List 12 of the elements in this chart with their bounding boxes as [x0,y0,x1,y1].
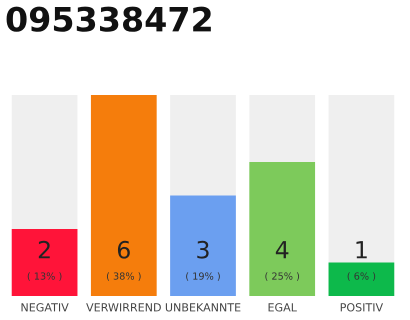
data-label: 1 ( 6% ) [348,241,376,281]
chart-title: 095338472 [6,6,211,32]
x-tick-label: EGAL [268,303,297,312]
x-tick-label: UNBEKANNTE [166,303,240,312]
x-tick-label: NEGATIV [22,303,69,312]
x-tick-label: POSITIV [340,303,384,312]
data-label: 2 ( 13% ) [28,240,62,281]
bar [328,262,394,296]
x-tick-label: VERWIRREND [86,303,161,312]
data-label: 6 ( 38% ) [106,240,141,281]
data-label: 4 ( 25% ) [265,241,300,281]
data-label: 3 ( 19% ) [186,240,220,281]
